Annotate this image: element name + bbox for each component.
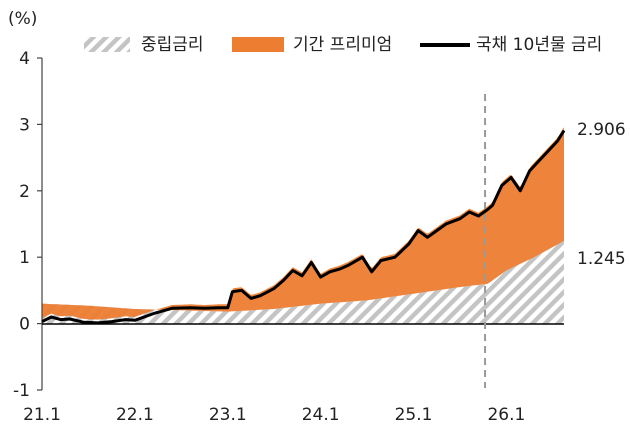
x-tick-label: 23.1	[209, 405, 247, 425]
end-label-neutral: 1.245	[577, 249, 626, 269]
y-ticks-group: 4 3 2 1 0 -1	[13, 49, 42, 401]
term-area-group	[42, 127, 564, 320]
neutral-area-group	[42, 240, 564, 324]
x-tick-label: 24.1	[302, 405, 340, 425]
legend: 중립금리 기간 프리미엄 국채 10년물 금리	[84, 35, 602, 55]
y-tick-label: 3	[19, 115, 30, 135]
y-unit-label: (%)	[8, 9, 37, 29]
y-tick-label: -1	[13, 381, 30, 401]
yield-line	[41, 129, 566, 325]
neutral-area	[42, 240, 564, 324]
legend-neutral-label: 중립금리	[141, 35, 204, 55]
y-tick-label: 4	[19, 49, 30, 69]
term-premium-area	[42, 127, 564, 320]
legend-term-swatch	[232, 37, 284, 52]
y-tick-label: 2	[19, 182, 30, 202]
end-label-yield: 2.906	[577, 120, 626, 140]
legend-yield-label: 국채 10년물 금리	[476, 35, 602, 55]
x-ticks-group: 21.1 22.1 23.1 24.1 25.1 26.1	[23, 405, 525, 425]
x-tick-label: 25.1	[395, 405, 433, 425]
legend-term-label: 기간 프리미엄	[293, 35, 392, 55]
yield-line-group	[41, 129, 566, 325]
legend-neutral-swatch	[84, 37, 130, 52]
x-tick-label: 22.1	[116, 405, 154, 425]
y-tick-label: 0	[19, 315, 30, 335]
x-tick-label: 26.1	[487, 405, 525, 425]
x-tick-label: 21.1	[23, 405, 61, 425]
y-tick-label: 1	[19, 248, 30, 268]
